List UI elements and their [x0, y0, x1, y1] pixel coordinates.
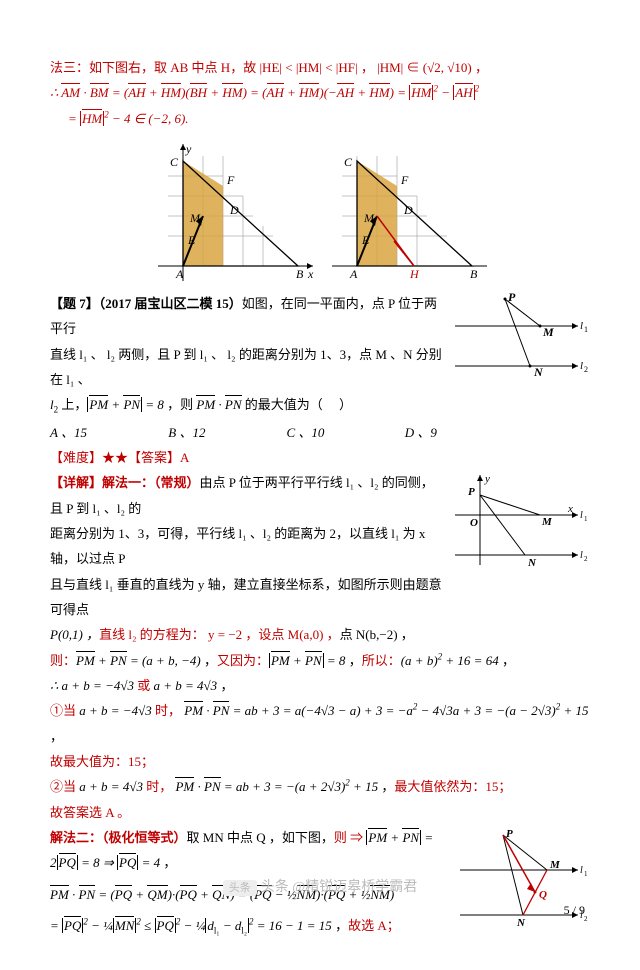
svg-text:O: O	[470, 517, 478, 529]
page-number: 5 / 9	[564, 899, 585, 922]
m1-figure: P O M N y x l1 l2	[450, 470, 590, 570]
svg-text:P: P	[508, 291, 516, 304]
method3-line1: 法三：如下图右，取 AB 中点 H，故 |HE| < |HM| < |HF| ，…	[50, 55, 590, 80]
m1-4: P(0,1) ，直线 l₂ 的方程为： y = −2 ，设点 M(a,0) ，点…	[50, 622, 590, 647]
svg-text:E: E	[361, 233, 370, 247]
svg-text:1: 1	[584, 325, 588, 334]
svg-text:l: l	[580, 360, 583, 372]
svg-text:B: B	[296, 267, 304, 281]
svg-text:l: l	[580, 510, 583, 521]
options: A 、15 B 、12 C 、10 D 、9	[50, 420, 590, 445]
svg-text:A: A	[349, 267, 358, 281]
m1-5: 则：PM + PN = (a + b, −4) ，又因为：PM + PN = 8…	[50, 648, 590, 673]
svg-text:E: E	[187, 233, 196, 247]
difficulty: 【难度】★★【答案】A	[50, 445, 590, 470]
svg-text:2: 2	[584, 365, 588, 374]
page: 法三：如下图右，取 AB 中点 H，故 |HE| < |HM| < |HF| ，…	[0, 0, 640, 970]
svg-text:1: 1	[584, 515, 588, 523]
svg-text:C: C	[170, 155, 179, 169]
svg-text:N: N	[527, 557, 537, 569]
case1: ①当 a + b = −4√3 时， PM · PN = ab + 3 = a(…	[50, 698, 590, 749]
method3-line3: = HM2 − 4 ∈ (−2, 6).	[50, 106, 590, 131]
svg-text:M: M	[541, 516, 553, 528]
final-ans: 故答案选 A 。	[50, 800, 590, 825]
svg-text:M: M	[363, 211, 375, 225]
m1-2: 距离分别为 1、3，可得，平行线 l₁ 、l₂ 的距离为 2，以直线 l₁ 为 …	[50, 521, 442, 572]
svg-text:l: l	[580, 550, 583, 561]
svg-text:P: P	[468, 486, 475, 498]
q7-line1: 【题 7】（2017 届宝山区二模 15）如图，在同一平面内，点 P 位于两平行	[50, 291, 442, 342]
m2-3: = PQ2 − ¼MN2 ≤ PQ2 − ¼dl₁ − dl₂2 = 16 − …	[50, 913, 447, 940]
svg-text:y: y	[484, 473, 490, 485]
svg-text:C: C	[344, 155, 353, 169]
svg-text:A: A	[175, 267, 184, 281]
figure-left: y x C F D M E A B	[148, 136, 318, 286]
svg-text:F: F	[400, 173, 409, 187]
watermark: 头条头条 @精锐迈皋桥学霸君	[0, 876, 640, 896]
svg-text:M: M	[189, 211, 201, 225]
q7-line2: 直线 l₁ 、 l₂ 两侧，且 P 到 l₁ 、 l₂ 的距离分别为 1、3，点…	[50, 342, 442, 393]
svg-text:F: F	[226, 173, 235, 187]
svg-text:M: M	[549, 859, 561, 871]
svg-text:B: B	[470, 267, 478, 281]
svg-text:y: y	[185, 142, 192, 156]
m1-3: 且与直线 l₁ 垂直的直线为 y 轴，建立直接坐标系，如图所示则由题意可得点	[50, 572, 442, 623]
svg-text:H: H	[409, 267, 420, 281]
svg-text:l: l	[580, 320, 583, 332]
m2-1: 解法二：（极化恒等式）取 MN 中点 Q ，如下图，则 ⇒ PM + PN = …	[50, 825, 447, 876]
figure-right: C F D M E A B H	[322, 136, 492, 286]
q7-line3: l2 上，PM + PN = 8 ，则 PM · PN 的最大值为（ ）	[50, 392, 442, 419]
svg-text:P: P	[506, 828, 513, 840]
case2: ②当 a + b = 4√3 时， PM · PN = ab + 3 = −(a…	[50, 774, 590, 799]
svg-text:D: D	[229, 203, 239, 217]
q7-figure: P M N l1 l2	[450, 291, 590, 381]
svg-text:N: N	[516, 917, 526, 929]
svg-text:x: x	[307, 267, 314, 281]
m1-1: 【详解】解法一：（常规）由点 P 位于两平行平行线 l₁ 、l₂ 的同侧，且 P…	[50, 470, 442, 521]
case1-ans: 故最大值为：15；	[50, 749, 590, 774]
m1-6: ∴ a + b = −4√3 或 a + b = 4√3 ，	[50, 673, 590, 698]
svg-text:x: x	[567, 503, 573, 515]
svg-text:2: 2	[584, 555, 588, 563]
svg-text:l: l	[580, 865, 583, 876]
svg-text:D: D	[403, 203, 413, 217]
svg-text:N: N	[533, 365, 544, 379]
method3-line2: ∴ AM · BM = (AH + HM)(BH + HM) = (AH + H…	[50, 80, 590, 105]
svg-text:M: M	[542, 325, 554, 339]
triangle-figures: y x C F D M E A B C F D M E A B H	[50, 136, 590, 286]
